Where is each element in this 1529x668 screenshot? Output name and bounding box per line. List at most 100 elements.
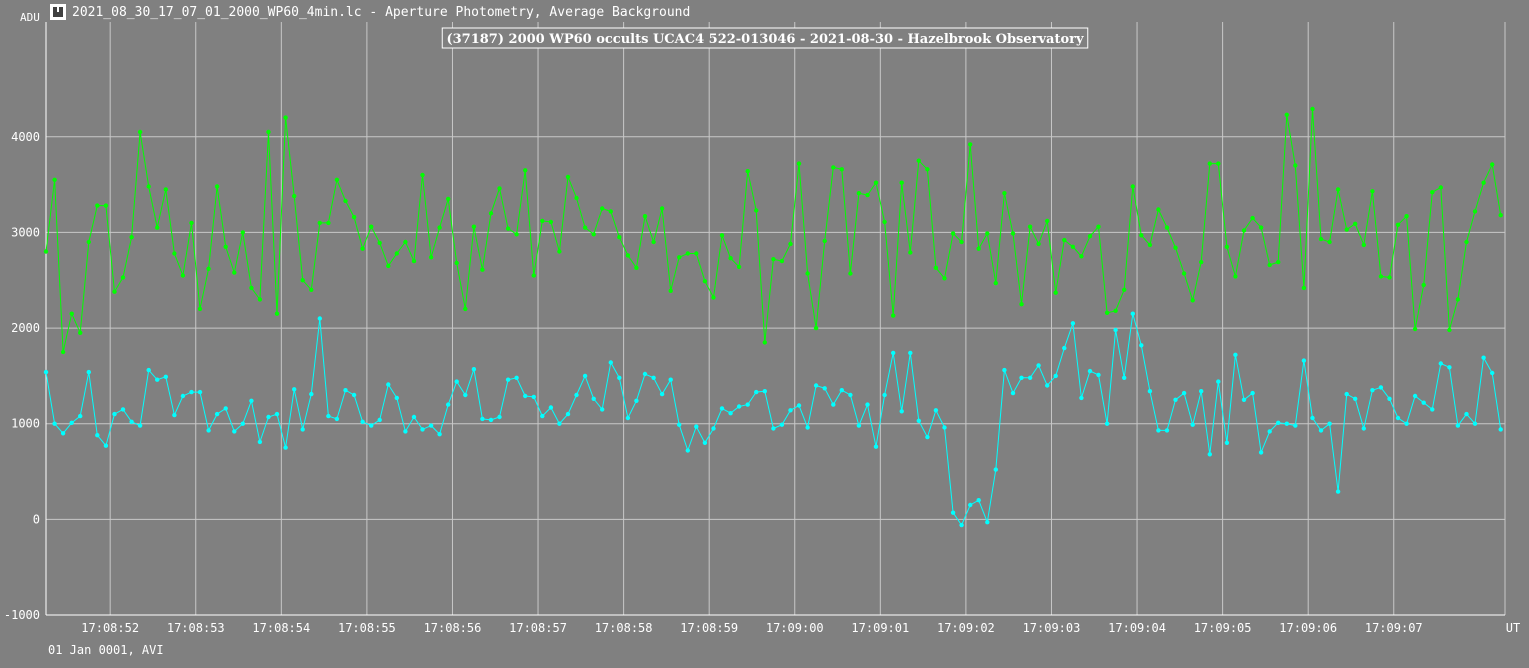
data-point bbox=[1224, 244, 1230, 249]
data-point bbox=[1207, 452, 1213, 457]
data-point bbox=[1062, 237, 1067, 243]
data-point bbox=[326, 413, 331, 419]
data-point bbox=[137, 129, 143, 135]
x-axis-unit-label: UT bbox=[1506, 621, 1520, 635]
window-title: 2021_08_30_17_07_01_2000_WP60_4min.lc - … bbox=[72, 4, 691, 20]
data-point bbox=[471, 367, 477, 372]
data-point bbox=[1010, 390, 1016, 396]
data-point bbox=[745, 402, 750, 407]
data-point bbox=[1301, 358, 1307, 363]
x-tick-label: 17:08:53 bbox=[167, 621, 225, 635]
data-point bbox=[317, 220, 322, 226]
data-point bbox=[69, 420, 74, 425]
data-point bbox=[1335, 489, 1341, 494]
data-point bbox=[1156, 428, 1161, 433]
data-point bbox=[736, 404, 742, 409]
data-point bbox=[1421, 282, 1426, 288]
data-point bbox=[668, 288, 673, 293]
lightcurve-app-icon[interactable] bbox=[50, 4, 66, 20]
data-point bbox=[309, 391, 314, 397]
data-point bbox=[360, 246, 365, 251]
y-tick-label: 1000 bbox=[11, 417, 40, 431]
data-point bbox=[274, 311, 280, 316]
data-point bbox=[172, 251, 177, 256]
data-point bbox=[908, 350, 913, 356]
data-point bbox=[642, 371, 648, 377]
data-point bbox=[52, 421, 57, 426]
data-point bbox=[197, 389, 203, 395]
data-point bbox=[505, 226, 511, 231]
data-point bbox=[428, 423, 434, 428]
data-point bbox=[565, 411, 571, 417]
data-point bbox=[1258, 225, 1264, 230]
data-point bbox=[206, 428, 211, 433]
data-point bbox=[1404, 421, 1409, 426]
data-point bbox=[1216, 161, 1221, 166]
data-point bbox=[1079, 254, 1084, 259]
data-point bbox=[856, 191, 862, 196]
data-point bbox=[882, 219, 887, 225]
data-point bbox=[899, 180, 904, 185]
data-point bbox=[343, 198, 348, 204]
data-point bbox=[1164, 225, 1170, 230]
data-point bbox=[1087, 368, 1093, 374]
data-point bbox=[1447, 327, 1452, 333]
data-point bbox=[146, 184, 151, 189]
data-point bbox=[1395, 415, 1401, 421]
data-point bbox=[1464, 239, 1469, 245]
data-point bbox=[848, 271, 853, 276]
data-point bbox=[437, 432, 442, 437]
data-point bbox=[865, 192, 870, 198]
data-point bbox=[856, 423, 862, 428]
data-point bbox=[1002, 367, 1007, 373]
data-point bbox=[1327, 239, 1332, 245]
chart-title: (37187) 2000 WP60 occults UCAC4 522-0130… bbox=[446, 32, 1084, 47]
data-point bbox=[985, 231, 990, 236]
window-titlebar: 2021_08_30_17_07_01_2000_WP60_4min.lc - … bbox=[50, 2, 690, 22]
data-point bbox=[625, 415, 631, 421]
data-point bbox=[736, 264, 742, 270]
data-point bbox=[831, 402, 836, 407]
x-tick-label: 17:09:03 bbox=[1023, 621, 1081, 635]
data-point bbox=[463, 306, 468, 312]
data-point bbox=[155, 225, 160, 230]
data-point bbox=[891, 313, 896, 318]
data-point bbox=[642, 214, 648, 219]
data-point bbox=[1472, 421, 1478, 426]
data-point bbox=[1250, 390, 1255, 396]
data-point bbox=[1122, 287, 1127, 292]
data-point bbox=[754, 389, 759, 395]
data-point bbox=[403, 239, 408, 245]
series-line bbox=[45, 313, 1502, 527]
data-point bbox=[916, 418, 921, 423]
data-point bbox=[1036, 363, 1041, 368]
data-point bbox=[1096, 372, 1101, 378]
data-point bbox=[377, 240, 382, 246]
data-point bbox=[711, 426, 716, 431]
data-point bbox=[677, 422, 682, 427]
data-point bbox=[1421, 400, 1426, 405]
data-point bbox=[52, 177, 57, 182]
x-tick-label: 17:08:57 bbox=[509, 621, 567, 635]
data-point bbox=[266, 129, 271, 135]
data-point bbox=[1447, 365, 1452, 370]
data-point bbox=[1087, 234, 1093, 239]
data-point bbox=[1353, 396, 1358, 401]
data-point bbox=[206, 266, 211, 271]
data-point bbox=[257, 297, 263, 302]
data-point bbox=[523, 168, 528, 173]
data-point bbox=[1199, 389, 1204, 394]
data-point bbox=[488, 211, 494, 216]
data-point bbox=[908, 250, 913, 255]
data-point bbox=[1327, 421, 1332, 426]
data-point bbox=[694, 424, 699, 429]
data-point bbox=[1173, 397, 1178, 402]
data-point bbox=[403, 429, 408, 434]
data-point bbox=[993, 467, 998, 472]
data-point bbox=[1147, 242, 1153, 248]
data-point bbox=[120, 275, 126, 280]
data-point bbox=[283, 115, 288, 120]
data-point bbox=[1361, 242, 1367, 248]
data-point bbox=[1113, 308, 1118, 313]
data-point bbox=[942, 276, 947, 281]
